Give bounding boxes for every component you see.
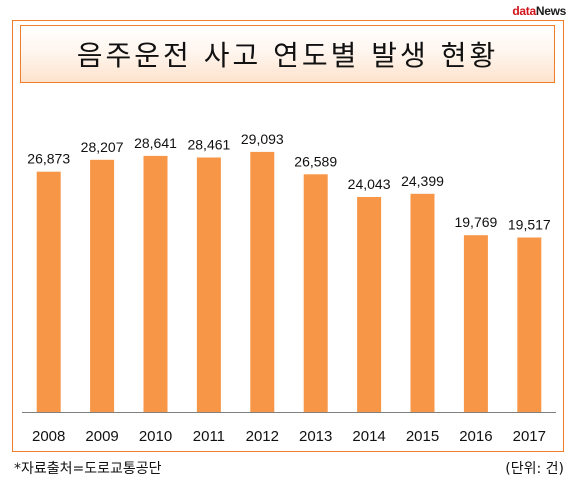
data-label-2016: 19,769 — [454, 214, 497, 230]
data-label-2010: 28,641 — [134, 135, 177, 151]
bar-2016 — [463, 235, 488, 412]
x-tick-2013: 2013 — [299, 428, 332, 445]
x-tick-2009: 2009 — [85, 428, 118, 445]
source-note: *자료출처=도로교통공단 — [14, 461, 162, 477]
data-label-2008: 26,873 — [27, 151, 70, 167]
data-label-2012: 29,093 — [241, 131, 284, 147]
data-label-2015: 24,399 — [401, 173, 444, 189]
data-label-2014: 24,043 — [348, 176, 391, 192]
bar-2010 — [143, 155, 168, 412]
x-tick-2010: 2010 — [139, 428, 172, 445]
x-tick-2012: 2012 — [246, 428, 279, 445]
bar-2017 — [517, 237, 542, 412]
x-tick-2011: 2011 — [193, 428, 225, 445]
data-label-2011: 28,461 — [187, 137, 230, 153]
x-tick-2015: 2015 — [406, 428, 439, 445]
unit-note: (단위: 건) — [505, 461, 564, 477]
datanews-logo: dataNews — [512, 4, 566, 18]
bar-2014 — [357, 197, 382, 412]
x-tick-2016: 2016 — [459, 428, 492, 445]
bar-2012 — [250, 151, 275, 412]
bar-2011 — [196, 157, 221, 412]
x-tick-2014: 2014 — [352, 428, 385, 445]
data-label-2017: 19,517 — [508, 217, 551, 233]
data-label-2013: 26,589 — [294, 153, 337, 169]
bar-2008 — [36, 171, 61, 412]
bar-2009 — [90, 159, 115, 412]
chart-title: 음주운전 사고 연도별 발생 현황 — [76, 39, 499, 72]
bar-2013 — [303, 174, 328, 412]
title-banner: 음주운전 사고 연도별 발생 현황 — [20, 25, 555, 83]
x-tick-2017: 2017 — [513, 428, 546, 445]
x-tick-2008: 2008 — [32, 428, 65, 445]
data-label-2009: 28,207 — [81, 139, 124, 155]
bar-2015 — [410, 193, 435, 412]
